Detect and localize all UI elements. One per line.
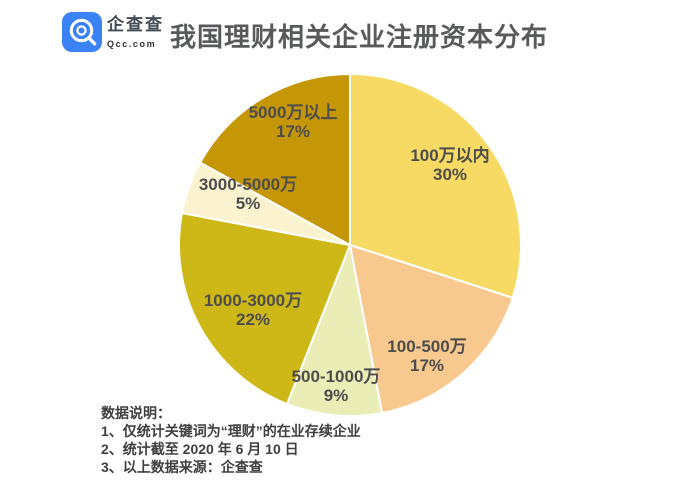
note-line: 2、统计截至 2020 年 6 月 10 日: [101, 441, 299, 457]
pie-slice-2: [286, 244, 384, 417]
brand-name: 企查查: [107, 15, 164, 34]
logo-text: 企查查 Qcc.com: [107, 12, 164, 49]
pie-slice-3: [178, 211, 351, 405]
brand-domain: Qcc.com: [107, 39, 157, 49]
pie-slice-label-1: 100-500万 17%: [387, 337, 466, 375]
pie-slice-label-3: 1000-3000万 22%: [204, 291, 302, 329]
pie-slice-label-4: 3000-5000万 5%: [199, 175, 297, 213]
note-line: 1、仅统计关键词为“理财”的在业存续企业: [101, 423, 361, 439]
pie-slice-0: [349, 73, 522, 299]
pie-slice-label-0: 100万以内 30%: [410, 145, 489, 184]
notes-heading: 数据说明：: [101, 405, 171, 421]
header: 企查查 Qcc.com: [62, 12, 164, 52]
pie-slice-1: [349, 244, 514, 414]
qcc-logo: [62, 12, 102, 52]
pie-slice-5: [199, 73, 351, 246]
page-title: 我国理财相关企业注册资本分布: [170, 22, 549, 52]
pie-slice-label-5: 5000万以上 17%: [249, 103, 338, 141]
data-notes: 数据说明： 1、仅统计关键词为“理财”的在业存续企业 2、统计截至 2020 年…: [101, 404, 361, 476]
qcc-magnifier-icon: [69, 18, 97, 46]
note-line: 3、以上数据来源：企查查: [101, 459, 263, 475]
pie-slice-label-2: 500-1000万 9%: [292, 367, 381, 405]
